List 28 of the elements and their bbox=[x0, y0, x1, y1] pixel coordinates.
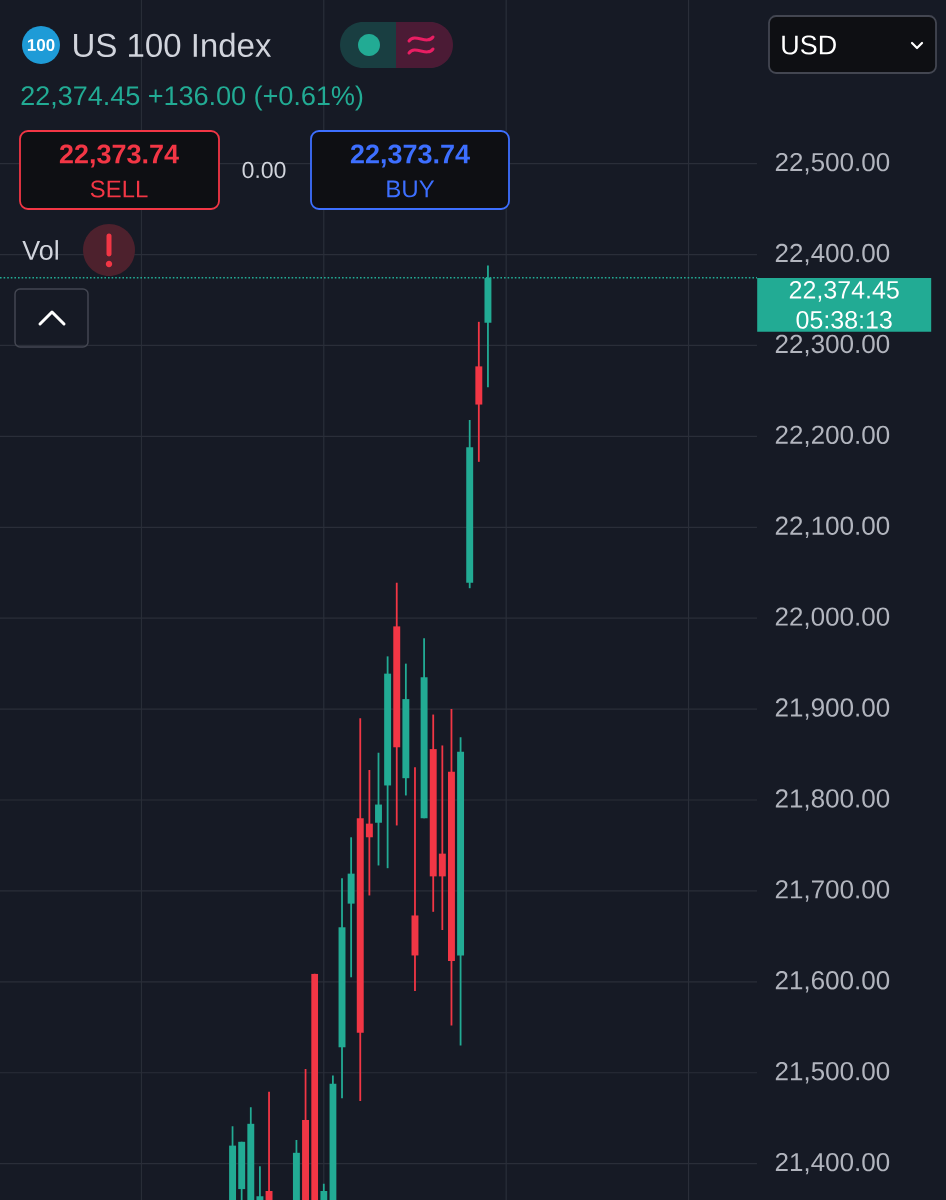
text: US 100 Index bbox=[74, 32, 272, 58]
annotation: SELL bbox=[90, 180, 148, 198]
y-tick-label: 21,500.00 bbox=[775, 1061, 890, 1084]
candlestick bbox=[375, 751, 382, 867]
y-tick-label: 21,700.00 bbox=[775, 880, 890, 902]
text: USD bbox=[782, 35, 836, 55]
annotation: Vol bbox=[22, 240, 58, 260]
annotation: 22,373.74 bbox=[59, 144, 179, 168]
candlestick bbox=[265, 1090, 273, 1200]
y-tick-label: 22,000.00 bbox=[775, 607, 890, 629]
y-tick-label: 22,300.00 bbox=[775, 334, 890, 357]
text: 22,374.45 +136.00 (+0.61%) bbox=[21, 85, 363, 111]
y-tick-label: 22,200.00 bbox=[775, 425, 890, 448]
y-tick-label: 22,400.00 bbox=[775, 243, 890, 266]
y-tick-label: 21,600.00 bbox=[775, 971, 890, 993]
annotation: 22,373.74 bbox=[350, 144, 470, 168]
candlestick bbox=[256, 1165, 264, 1200]
y-tick-label: 22,500.00 bbox=[775, 152, 890, 175]
candlestick bbox=[365, 769, 373, 897]
annotation: 100 bbox=[27, 38, 55, 52]
y-tick-label: 21,800.00 bbox=[775, 789, 890, 811]
y-tick-label: 21,900.00 bbox=[775, 698, 890, 720]
ref-line-label: 22,374.45 05:38:13 bbox=[789, 280, 899, 329]
annotation: 0.00 bbox=[242, 161, 286, 179]
y-tick-label: 21,400.00 bbox=[775, 1152, 890, 1175]
y-tick-label: 22,100.00 bbox=[775, 516, 890, 539]
annotation: BUY bbox=[387, 180, 435, 198]
candlestick bbox=[438, 744, 446, 931]
